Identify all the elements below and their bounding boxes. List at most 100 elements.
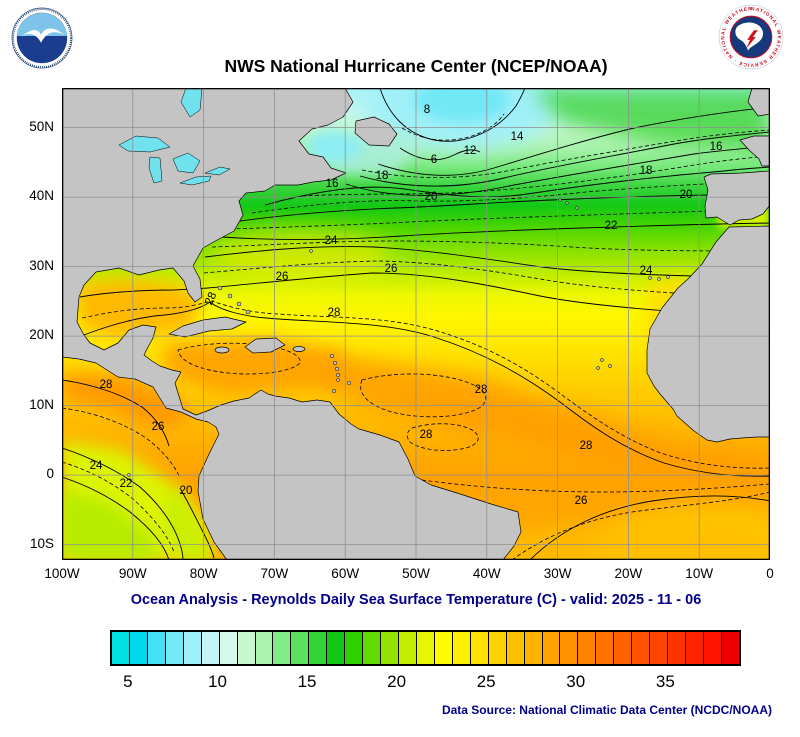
contour-labels: 8 6 12 14 16 18 16 18 20 20 22 24 24 26 26 28 28 28 28 28 26…: [90, 104, 723, 507]
colorbar-cell: [650, 632, 669, 664]
land-hispaniola: [244, 337, 286, 354]
land-layer: [62, 88, 770, 560]
nws-lightning-icon: [746, 30, 758, 49]
land-bermuda: [309, 249, 313, 253]
contour-label: 18: [640, 165, 653, 177]
land-newfoundland: [354, 116, 398, 147]
contour-label: 24: [325, 235, 338, 247]
nws-continent-shape: [735, 22, 764, 51]
colorbar-cell: [721, 632, 739, 664]
colorbar-cell: [183, 632, 202, 664]
contour-label: 14: [511, 131, 524, 143]
noaa-logo-image: [11, 7, 73, 69]
contour-label: 16: [326, 178, 339, 190]
lat-tick-label: 50N: [29, 118, 54, 134]
colorbar-cell: [219, 632, 238, 664]
colorbar-cell: [524, 632, 543, 664]
contour-label: 28: [420, 429, 433, 441]
contour-label: 20: [680, 189, 693, 201]
sst-map: 8 6 12 14 16 18 16 18 20 20 22 24 24 26 26 28 28 28 28 28 26…: [62, 88, 770, 560]
land-lesser-antilles: [329, 353, 352, 394]
land-africa: [646, 225, 770, 443]
land-jamaica: [214, 346, 230, 354]
noaa-logo-ring-text: [11, 7, 73, 69]
colorbar-cell: [434, 632, 453, 664]
colorbar-cell: [201, 632, 220, 664]
land-iberia: [703, 170, 770, 226]
contour-label: 8: [424, 104, 430, 116]
map-frame: [62, 88, 770, 560]
colorbar-cell: [381, 632, 399, 664]
contour-label: 16: [710, 141, 723, 153]
colorbar-cell: [506, 632, 525, 664]
lake-michigan: [148, 156, 163, 184]
lon-tick-label: 0: [766, 566, 774, 581]
analysis-caption: Ocean Analysis - Reynolds Daily Sea Surf…: [130, 592, 702, 608]
colorbar-cell: [165, 632, 184, 664]
contour-label: 22: [120, 478, 133, 490]
colorbar-cell: [668, 632, 686, 664]
nws-logo: NATIONAL WEATHER SERVICE · NATIONAL WEAT…: [718, 4, 784, 75]
lakes-layer: [118, 88, 231, 186]
colorbar-cell: [416, 632, 435, 664]
colorbar: [110, 630, 741, 666]
land-france: [739, 135, 770, 167]
colorbar-cell: [147, 632, 166, 664]
land-cuba: [168, 316, 247, 338]
colorbar-cell: [578, 632, 597, 664]
contour-label: 26: [385, 263, 398, 275]
lon-tick-label: 40W: [472, 566, 501, 581]
colorbar-cell: [363, 632, 382, 664]
colorbar-cell: [452, 632, 471, 664]
noaa-logo: [10, 6, 74, 75]
lon-tick-label: 70W: [260, 566, 289, 581]
colorbar-cell: [488, 632, 507, 664]
lake-huron: [172, 152, 201, 174]
colorbar-cell: [237, 632, 256, 664]
contour-label: 12: [464, 145, 477, 157]
colorbar-tick-label: 15: [297, 672, 317, 691]
colorbar-cell: [632, 632, 651, 664]
lon-tick-label: 60W: [331, 566, 360, 581]
land-bahamas: [217, 285, 251, 315]
nws-logo-image: NATIONAL WEATHER SERVICE · NATIONAL WEAT…: [718, 4, 784, 70]
lon-tick-label: 100W: [44, 566, 80, 581]
colorbar-cell: [112, 632, 130, 664]
lon-tick-label: 80W: [189, 566, 218, 581]
lon-tick-label: 20W: [614, 566, 643, 581]
contour-label: 26: [575, 495, 588, 507]
colorbar-cell: [614, 632, 633, 664]
contour-label: 24: [90, 460, 103, 472]
contour-label: 28: [100, 379, 113, 391]
lat-tick-label: 10N: [29, 396, 54, 412]
colorbar-cell: [345, 632, 364, 664]
colorbar-cell: [470, 632, 489, 664]
colorbar-cell: [309, 632, 328, 664]
colorbar-cell: [560, 632, 579, 664]
colorbar-cell: [273, 632, 292, 664]
contour-label: 26: [152, 421, 165, 433]
contour-label: 28: [328, 307, 341, 319]
contour-label: 28: [475, 384, 488, 396]
lon-tick-label: 90W: [118, 566, 147, 581]
lat-tick-label: 20N: [29, 327, 54, 343]
contour-label: 24: [640, 265, 653, 277]
lon-tick-label: 50W: [402, 566, 430, 581]
colorbar-cell: [542, 632, 561, 664]
data-source-caption: Data Source: National Climatic Data Cent…: [441, 703, 772, 717]
colorbar-cell: [291, 632, 310, 664]
colorbar-cell: [686, 632, 704, 664]
lake-superior: [118, 135, 171, 153]
land-canary-islands: [648, 275, 670, 281]
page-title: NWS National Hurricane Center (NCEP/NOAA…: [224, 56, 608, 76]
land-azores: [558, 198, 579, 210]
lat-tick-label: 30N: [29, 257, 54, 273]
contour-label: 22: [605, 220, 618, 232]
contour-label: 18: [376, 170, 389, 182]
colorbar-cell: [703, 632, 722, 664]
land-cape-verde: [596, 358, 612, 370]
lat-tick-label: 10S: [29, 535, 54, 551]
contour-label: 26: [276, 271, 289, 283]
contour-label: 20: [180, 485, 193, 497]
james-bay: [180, 88, 203, 118]
